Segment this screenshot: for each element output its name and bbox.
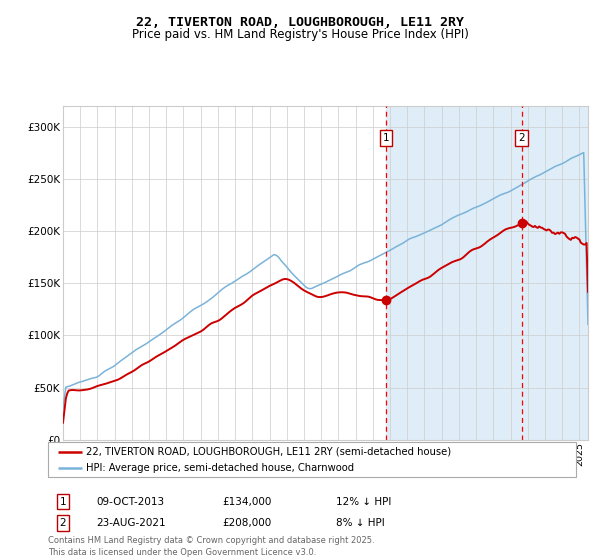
Text: 2: 2 <box>59 518 67 528</box>
Text: Contains HM Land Registry data © Crown copyright and database right 2025.
This d: Contains HM Land Registry data © Crown c… <box>48 536 374 557</box>
Text: 22, TIVERTON ROAD, LOUGHBOROUGH, LE11 2RY: 22, TIVERTON ROAD, LOUGHBOROUGH, LE11 2R… <box>136 16 464 29</box>
Text: HPI: Average price, semi-detached house, Charnwood: HPI: Average price, semi-detached house,… <box>86 464 354 473</box>
Text: Price paid vs. HM Land Registry's House Price Index (HPI): Price paid vs. HM Land Registry's House … <box>131 28 469 41</box>
Text: 22, TIVERTON ROAD, LOUGHBOROUGH, LE11 2RY (semi-detached house): 22, TIVERTON ROAD, LOUGHBOROUGH, LE11 2R… <box>86 447 451 457</box>
Text: £208,000: £208,000 <box>222 518 271 528</box>
Text: 12% ↓ HPI: 12% ↓ HPI <box>336 497 391 507</box>
Text: 2: 2 <box>518 133 525 143</box>
Text: 1: 1 <box>59 497 67 507</box>
Text: £134,000: £134,000 <box>222 497 271 507</box>
Text: 23-AUG-2021: 23-AUG-2021 <box>96 518 166 528</box>
Text: 8% ↓ HPI: 8% ↓ HPI <box>336 518 385 528</box>
Bar <box>386 106 588 440</box>
Text: 1: 1 <box>383 133 389 143</box>
Text: 09-OCT-2013: 09-OCT-2013 <box>96 497 164 507</box>
